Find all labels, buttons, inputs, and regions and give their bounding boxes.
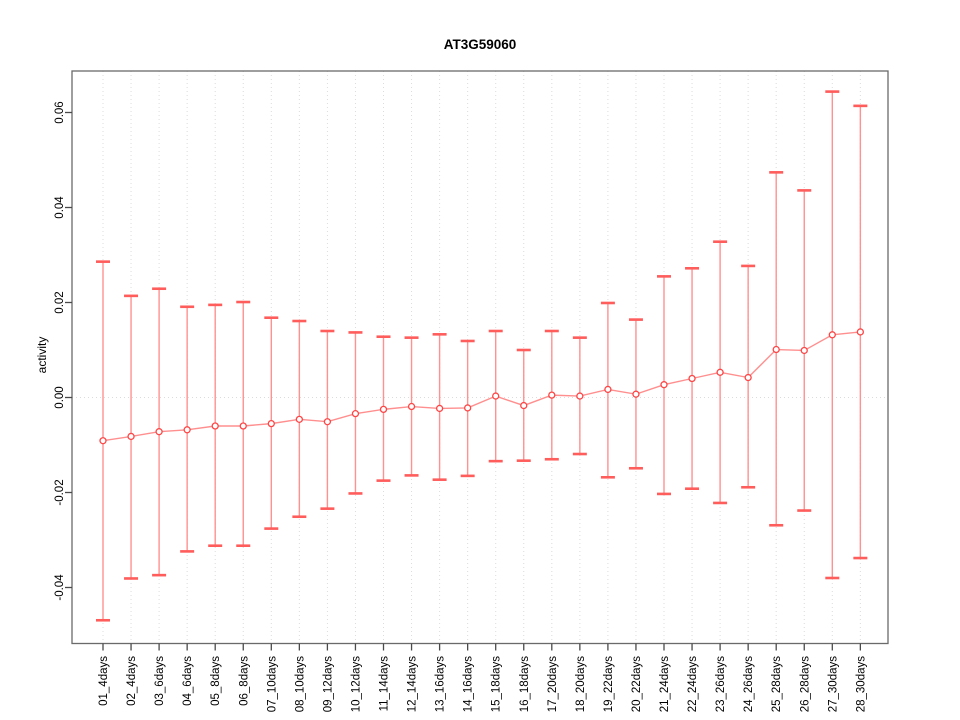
data-point-marker [520, 401, 528, 410]
y-tick-label: 0.02 [54, 291, 66, 313]
x-tick-label: 06_8days [238, 656, 250, 706]
axes-layer: -0.04 -0.02 0.00 0.02 0.04 0.06 01_4days 02_4da… [54, 70, 889, 713]
data-point-marker [660, 381, 668, 389]
y-tick-label: 0.00 [54, 386, 66, 408]
x-tick-label: 22_24days [687, 656, 699, 713]
x-tick-label: 07_10days [266, 656, 278, 713]
data-point-marker [127, 432, 135, 441]
data-point-marker [744, 373, 752, 382]
data-point-marker [828, 331, 836, 339]
data-point-marker [323, 418, 332, 426]
data-point-marker [435, 404, 444, 413]
x-tick-label: 18_20days [575, 656, 587, 713]
chart-title: AT3G59060 [444, 37, 517, 52]
x-tick-label: 19_22days [603, 656, 615, 713]
data-point-marker [800, 346, 808, 355]
x-tick-label: 11_14days [379, 656, 391, 712]
data-point-marker [463, 404, 472, 412]
x-tick-label: 03_6days [154, 656, 166, 706]
data-point-marker [576, 392, 584, 400]
x-tick-label: 26_28days [799, 656, 811, 713]
x-tick-label: 08_10days [294, 656, 306, 713]
data-point-marker [632, 390, 640, 398]
x-tick-label: 12_14days [407, 656, 419, 713]
data-point-marker [211, 422, 219, 430]
y-tick-label: -0.02 [54, 479, 66, 505]
y-tick-label: 0.04 [54, 196, 66, 219]
data-point-marker [856, 328, 864, 336]
x-tick-label: 17_20days [547, 656, 559, 713]
x-tick-label: 15_18days [491, 656, 503, 713]
series-line [102, 331, 861, 442]
x-tick-label: 14_16days [463, 656, 475, 713]
data-point-marker [239, 422, 247, 430]
data-point-marker [267, 419, 275, 428]
x-tick-label: 28_30days [855, 656, 867, 713]
data-point-marker [155, 428, 163, 436]
x-tick-label: 05_8days [210, 656, 222, 706]
data-point-marker [492, 392, 500, 400]
y-tick-label: -0.04 [54, 574, 66, 601]
gridlines-layer [72, 71, 888, 644]
data-point-marker [548, 391, 556, 399]
data-point-marker [183, 426, 191, 434]
x-tick-label: 09_12days [322, 656, 334, 713]
data-point-marker [295, 415, 304, 424]
x-tick-label: 23_26days [715, 656, 727, 713]
data-point-marker [379, 405, 388, 414]
data-series-layer [96, 90, 868, 622]
x-tick-label: 24_26days [743, 656, 755, 713]
data-point-marker [688, 374, 696, 383]
x-tick-label: 27_30days [827, 656, 839, 713]
data-point-marker [407, 402, 416, 411]
data-point-marker [716, 368, 724, 376]
x-tick-label: 16_18days [519, 656, 531, 713]
data-point-marker [351, 409, 360, 418]
x-tick-label: 04_6days [182, 656, 194, 706]
x-tick-label: 10_12days [350, 656, 362, 713]
plot-border [71, 70, 889, 645]
y-tick-label: 0.06 [54, 101, 66, 123]
data-point-marker [604, 385, 612, 394]
y-axis-label: activity [35, 337, 49, 374]
x-tick-label: 21_24days [659, 656, 671, 713]
x-tick-label: 13_16days [435, 656, 447, 713]
data-point-marker [99, 437, 107, 445]
x-tick-label: 02_4days [126, 656, 138, 706]
x-tick-label: 20_22days [631, 656, 643, 713]
x-tick-label: 25_28days [771, 656, 783, 713]
x-tick-label: 01_4days [98, 656, 110, 706]
data-point-marker [772, 345, 780, 354]
